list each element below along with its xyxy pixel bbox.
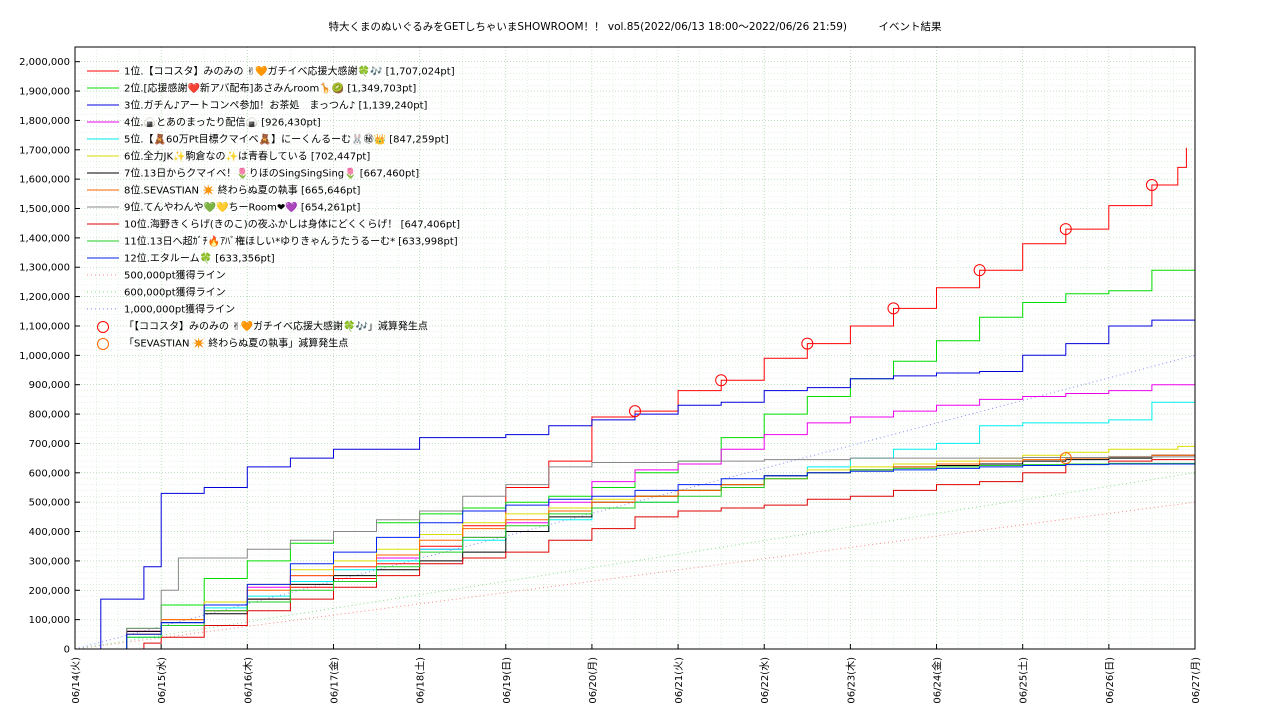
y-tick-label: 400,000 <box>29 527 70 538</box>
y-tick-label: 2,000,000 <box>19 57 70 68</box>
series-line <box>75 462 1196 650</box>
subtraction-marker <box>1059 452 1072 465</box>
y-tick-label: 0 <box>64 645 70 656</box>
x-tick-label: 06/17(金) <box>327 657 340 704</box>
series-line <box>75 314 1196 650</box>
series-line <box>75 252 1196 650</box>
y-tick-label: 1,700,000 <box>19 145 70 156</box>
y-tick-label: 800,000 <box>29 410 70 421</box>
x-tick-label: 06/26(日) <box>1105 657 1116 704</box>
y-tick-label: 1,100,000 <box>19 321 70 332</box>
legend-label: 12位.エタルーム🍀 [633,356pt] <box>124 252 275 265</box>
x-tick-label: 06/27(月) <box>1190 657 1202 704</box>
legend-marker <box>97 321 109 333</box>
subtraction-marker <box>629 405 641 418</box>
legend-label: 8位.SEVASTIAN ✴️ 終わらぬ夏の執事 [665,646pt] <box>124 184 360 197</box>
subtraction-marker <box>887 302 900 315</box>
y-tick-label: 1,900,000 <box>19 87 70 98</box>
subtraction-marker <box>1059 223 1072 236</box>
series-line <box>75 376 1196 650</box>
legend-label: 7位.13日からクマイベ！🌷りほのSingSingSing🌷 [667,460p… <box>124 167 419 180</box>
x-tick-label: 06/19(日) <box>502 657 513 704</box>
y-tick-label: 200,000 <box>29 586 70 597</box>
y-tick-label: 100,000 <box>29 615 70 626</box>
legend: 1位.【ココスタ】みのみの ✌🧡ガチイベ応援大感謝🍀🎶 [1,707,024pt… <box>87 65 460 350</box>
series-line <box>75 456 1195 650</box>
reference-lines <box>74 354 1196 650</box>
legend-label: 「SEVASTIAN ✴️ 終わらぬ夏の執事」減算発生点 <box>124 337 348 350</box>
subtraction-marker <box>801 337 814 350</box>
legend-label: 2位.[応援感謝❤️新アバ配布]あさみんroom🦒🥝 [1,349,703pt] <box>124 82 416 95</box>
x-tick-label: 06/15(水) <box>156 657 168 704</box>
y-tick-label: 900,000 <box>29 380 70 391</box>
reference-line <box>74 354 1196 650</box>
x-tick-label: 06/24(金) <box>931 657 944 704</box>
legend-label: 1,000,000pt獲得ライン <box>124 303 235 316</box>
y-tick-label: 1,500,000 <box>19 204 70 215</box>
y-axis: 0 100,000 200,000 300,000 400,000 500,000 600,… <box>19 57 80 656</box>
legend-label: 600,000pt獲得ライン <box>124 286 226 299</box>
legend-label: 10位.海野きくらげ(きのこ)の夜ふかしは身体にどくくらげ！ [647,406p… <box>124 218 460 231</box>
x-tick-label: 06/16(木) <box>242 657 254 704</box>
x-tick-label: 06/20(月) <box>587 657 599 704</box>
y-tick-label: 1,400,000 <box>19 233 70 244</box>
legend-label: 4位.🍙とあのまったり配信🍙 [926,430pt] <box>124 116 321 129</box>
subtraction-marker <box>1145 179 1158 192</box>
y-tick-label: 1,300,000 <box>19 263 70 274</box>
x-axis: 06/14(火) 06/15(水) 06/16(木) 06/17(金) 06/18(土)… <box>70 644 1202 704</box>
y-tick-label: 600,000 <box>29 468 70 479</box>
y-tick-label: 1,600,000 <box>19 175 70 186</box>
marker-points <box>629 179 1158 465</box>
legend-label: 500,000pt獲得ライン <box>124 269 226 282</box>
x-tick-label: 06/25(土) <box>1017 657 1030 704</box>
y-tick-label: 1,200,000 <box>19 292 70 303</box>
legend-label: 1位.【ココスタ】みのみの ✌🧡ガチイベ応援大感謝🍀🎶 [1,707,024pt… <box>124 65 455 78</box>
legend-marker <box>97 338 109 350</box>
y-tick-label: 1,800,000 <box>19 116 70 127</box>
legend-label: 5位.【🧸60万Pt目標クマイベ🧸】にーくんるーむ🐰㊙👑 [847,259pt] <box>124 133 449 146</box>
x-tick-label: 06/22(水) <box>759 657 771 704</box>
series-lines <box>75 147 1196 650</box>
subtraction-marker <box>715 374 728 387</box>
legend-label: 9位.てんやわんや💚💛ちーRoom❤💜 [654,261pt] <box>124 201 360 214</box>
legend-label: 11位.13日へ超ｶﾞﾁ🔥ｱﾊﾞ権ほしい*ゆりきゃんうたうるーむ* [633,9… <box>124 235 458 248</box>
x-tick-label: 06/23(木) <box>845 657 857 704</box>
series-line <box>75 463 1196 650</box>
legend-label: 「【ココスタ】みのみの ✌🧡ガチイベ応援大感謝🍀🎶」減算発生点 <box>124 320 428 333</box>
chart-title: 特大くまのぬいぐるみをGETしちゃいまSHOWROOM！！ vol.85(202… <box>328 20 942 33</box>
reference-line <box>74 472 1196 650</box>
y-tick-label: 300,000 <box>29 556 70 567</box>
x-tick-label: 06/14(火) <box>70 657 82 704</box>
y-tick-label: 500,000 <box>29 498 70 509</box>
y-tick-label: 700,000 <box>29 439 70 450</box>
plot-frame <box>74 46 1196 650</box>
x-tick-label: 06/21(火) <box>673 657 685 704</box>
legend-label: 6位.全力JK✨駒倉なの✨は青春している [702,447pt] <box>124 150 370 163</box>
reference-line <box>74 501 1196 650</box>
y-tick-label: 1,000,000 <box>19 351 70 362</box>
legend-label: 3位.ガチん♪アートコンペ参加！お茶処 まっつん♪ [1,139,240pt] <box>124 99 428 112</box>
subtraction-marker <box>973 264 986 277</box>
series-line <box>75 458 1196 650</box>
x-tick-label: 06/18(土) <box>414 657 427 704</box>
